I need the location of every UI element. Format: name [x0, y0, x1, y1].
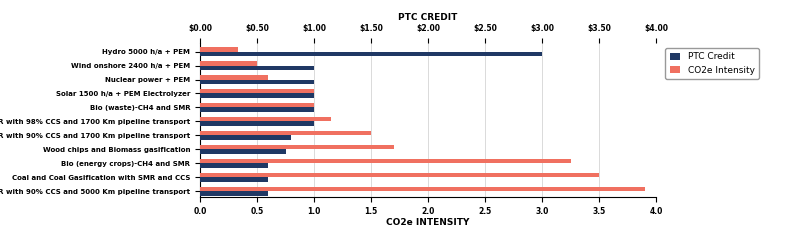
- Bar: [200, 79, 314, 84]
- Bar: [200, 103, 314, 108]
- Bar: [200, 108, 314, 112]
- Bar: [200, 52, 542, 56]
- X-axis label: CO2e INTENSITY: CO2e INTENSITY: [386, 218, 470, 227]
- Bar: [200, 66, 314, 70]
- Bar: [200, 173, 599, 177]
- Bar: [200, 191, 268, 196]
- Bar: [200, 89, 314, 93]
- X-axis label: PTC CREDIT: PTC CREDIT: [398, 13, 458, 22]
- Bar: [200, 121, 314, 126]
- Bar: [200, 75, 268, 79]
- Legend: PTC Credit, CO2e Intensity: PTC Credit, CO2e Intensity: [665, 48, 759, 79]
- Bar: [200, 177, 268, 182]
- Bar: [200, 159, 570, 163]
- Bar: [200, 61, 257, 66]
- Bar: [200, 117, 331, 121]
- Bar: [200, 93, 314, 98]
- Bar: [200, 187, 645, 191]
- Bar: [200, 131, 371, 135]
- Bar: [200, 145, 394, 149]
- Bar: [200, 149, 286, 154]
- Bar: [200, 47, 238, 52]
- Bar: [200, 135, 291, 140]
- Bar: [200, 163, 268, 168]
